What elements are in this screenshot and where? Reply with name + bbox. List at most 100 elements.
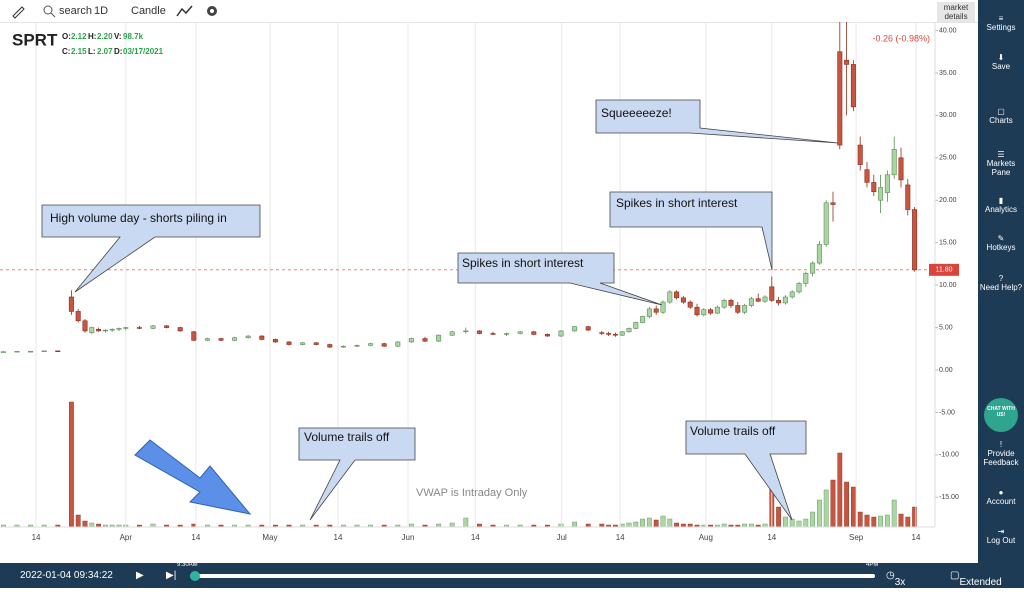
y-tick-label: 15.00 [939, 240, 957, 247]
candle-body [55, 350, 61, 352]
interval[interactable]: 1D [94, 5, 109, 17]
legend-value: 98.7k [123, 32, 144, 41]
market-details-button[interactable]: market details [937, 2, 975, 22]
volume-bar [667, 518, 673, 528]
chat-label: CHAT WITH US! [987, 406, 1015, 418]
volume-bar [891, 499, 897, 528]
legend-label: C: [62, 47, 70, 56]
sidebar-item[interactable]: ▢ Charts [989, 107, 1013, 125]
sidebar-item[interactable]: ? Need Help? [979, 274, 1023, 292]
candle-body [164, 325, 170, 328]
volume-bar [789, 518, 795, 528]
candle-body [286, 341, 292, 345]
sidebar-item[interactable]: ⬇ Save [991, 53, 1011, 71]
x-tick-label: 14 [471, 533, 480, 542]
y-tick-label: -15.00 [939, 494, 959, 501]
sidebar-item[interactable]: ▮ Analytics [984, 196, 1017, 214]
candle-body [646, 308, 652, 317]
candle-body [667, 291, 673, 303]
replay-slider[interactable] [190, 574, 875, 578]
x-tick-label: Jul [557, 533, 567, 542]
legend-label: L: [88, 47, 96, 56]
volume-bar [89, 522, 95, 528]
step-button[interactable]: ▶| [166, 570, 177, 581]
candle-body [830, 202, 836, 205]
annotation-text: Spikes in short interest [462, 256, 584, 270]
sidebar-item[interactable]: ⇥ Log Out [986, 527, 1016, 545]
candle-body [449, 331, 455, 336]
candle-body [912, 209, 918, 271]
chat-button[interactable]: CHAT WITH US! [984, 398, 1018, 432]
symbol: SPRT [12, 30, 58, 49]
speed-control[interactable]: ◷ 3x speed [886, 570, 922, 599]
x-tick-label: Jun [402, 533, 415, 542]
candle-body [640, 316, 646, 323]
candle-body [96, 328, 102, 332]
volume-bar [75, 514, 81, 528]
candle-body [82, 320, 88, 332]
candle-body [150, 325, 156, 329]
annotation-text: Volume trails off [304, 430, 390, 444]
candle-body [796, 283, 802, 293]
candle-body [803, 272, 809, 284]
candle-body [232, 337, 238, 341]
chart-style[interactable]: Candle [131, 5, 166, 17]
candle-body [653, 308, 659, 313]
candle-body [755, 298, 761, 302]
candle-body [857, 144, 863, 165]
candle-body [272, 339, 278, 343]
candle-body [558, 330, 564, 337]
candle-body [776, 300, 782, 304]
candle-body [585, 326, 591, 331]
indicator-icon[interactable] [176, 4, 194, 18]
candle-body [136, 327, 142, 329]
y-tick-label: 40.00 [939, 27, 957, 34]
legend-label: V: [114, 32, 122, 41]
volume-bar [572, 521, 578, 528]
volume-bar [796, 520, 802, 528]
draw-icon[interactable] [10, 3, 26, 19]
candle-body [340, 345, 346, 348]
volume-bar [851, 486, 856, 528]
search-input[interactable]: search [59, 5, 93, 17]
candle-body [864, 169, 870, 183]
candle-body [116, 328, 122, 330]
candle-body [619, 331, 625, 336]
sidebar-item[interactable]: ✎ Hotkeys [986, 234, 1016, 252]
sidebar-item[interactable]: ≡ Settings [986, 14, 1016, 32]
extended-toggle[interactable]: ▢ Extended Hrs [950, 570, 1002, 599]
candle-body [633, 322, 639, 329]
candle-body [721, 300, 727, 308]
candle-body [490, 333, 496, 335]
settings-icon[interactable] [205, 4, 219, 18]
candle-body [259, 335, 265, 340]
candle-body [476, 330, 482, 334]
sidebar-item[interactable]: ! Provide Feedback [983, 440, 1019, 467]
volume-bar [633, 521, 639, 528]
candle-body [626, 328, 632, 333]
sidebar-item[interactable]: ☰ Markets Pane [986, 150, 1016, 177]
vwap-note: VWAP is Intraday Only [416, 487, 528, 499]
candle-body [606, 333, 612, 335]
sidebar-label: Need Help? [979, 283, 1023, 292]
sidebar-item[interactable]: ● Account [986, 488, 1016, 506]
volume-bar [463, 517, 469, 528]
candle-body [395, 341, 401, 347]
sidebar-label: Markets Pane [986, 159, 1016, 177]
y-tick-label: 5.00 [939, 324, 953, 331]
callout [457, 252, 663, 306]
volume-bar [823, 489, 829, 528]
volume-bar [810, 511, 816, 528]
x-tick-label: 14 [616, 533, 625, 542]
ohlc-legend: O: 2.12 H: 2.20 V: 98.7k C: 2.15 L: 2.07… [62, 32, 164, 56]
volume-bar [837, 452, 843, 528]
callout [685, 420, 807, 521]
volume-bar [647, 517, 652, 528]
volume-bar [660, 515, 666, 528]
last-price-tag [929, 263, 959, 276]
slider-handle[interactable] [190, 571, 200, 581]
callout [41, 204, 261, 293]
x-tick-label: Apr [120, 533, 133, 542]
play-button[interactable]: ▶ [136, 570, 144, 581]
